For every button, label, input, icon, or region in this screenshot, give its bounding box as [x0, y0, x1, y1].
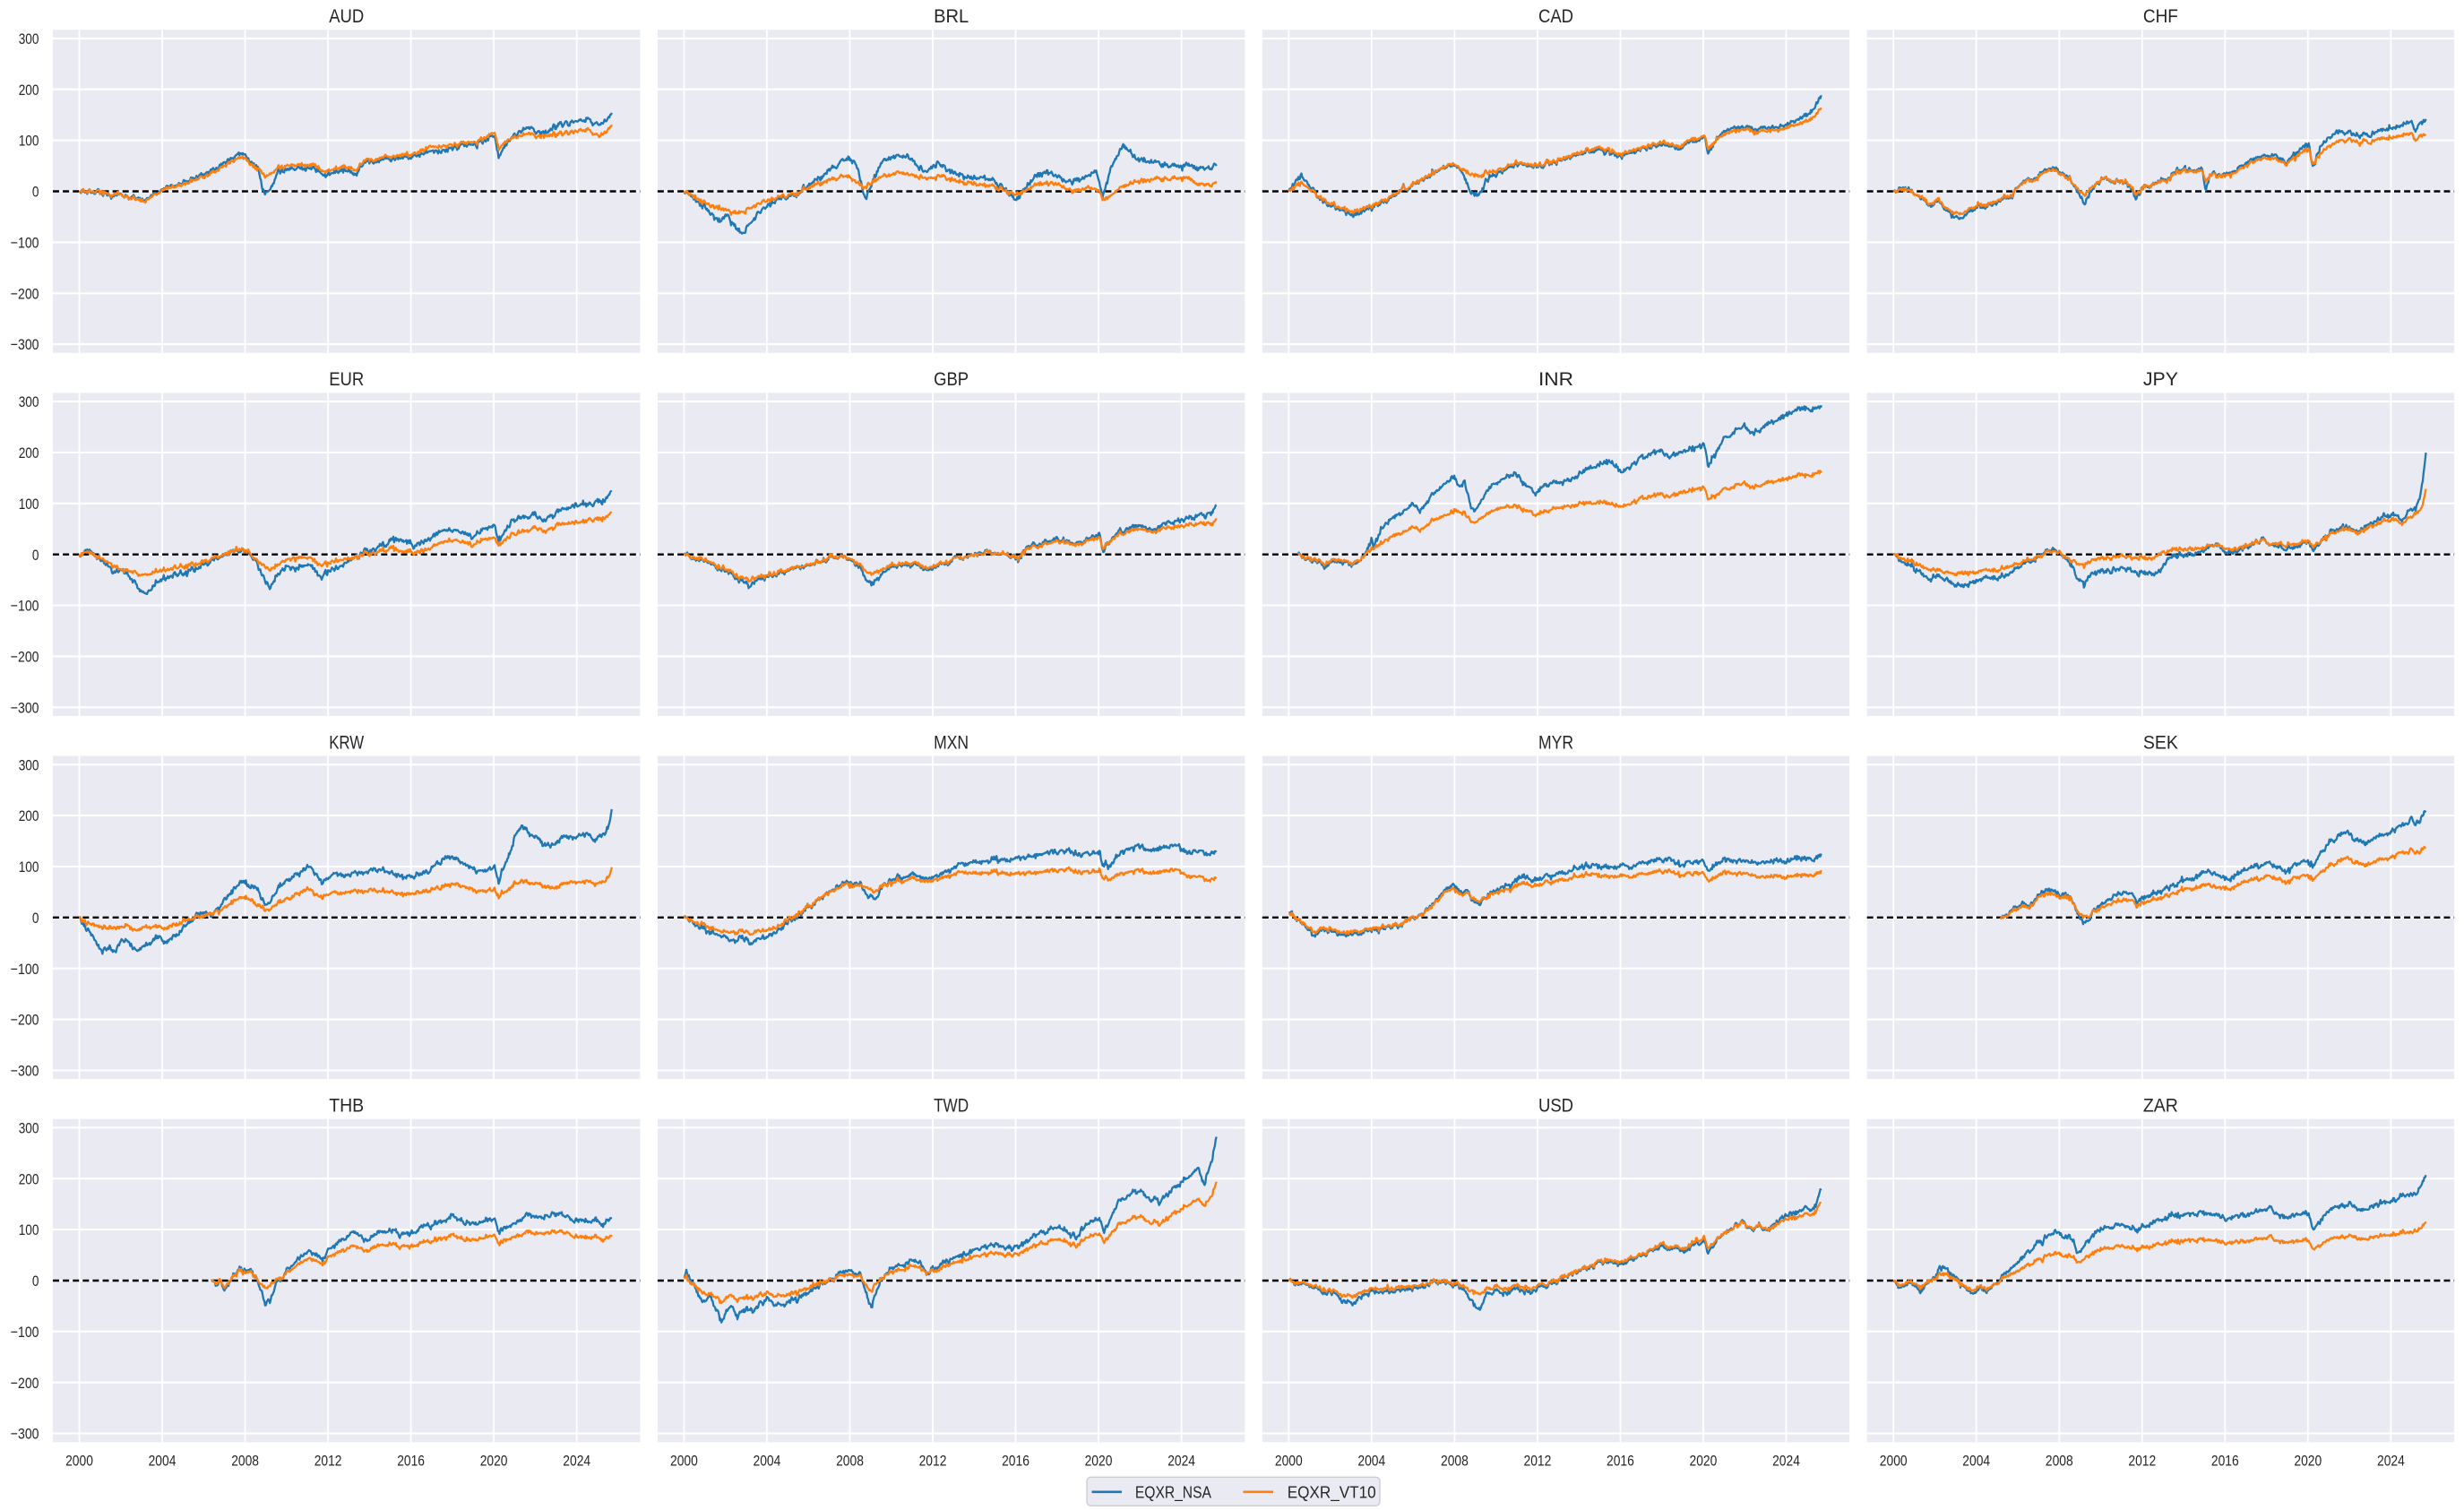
svg-text:2008: 2008	[2046, 1452, 2073, 1469]
svg-text:−300: −300	[11, 1426, 39, 1443]
svg-text:MXN: MXN	[934, 732, 969, 753]
svg-text:JPY: JPY	[2143, 369, 2178, 390]
svg-text:2016: 2016	[397, 1452, 425, 1469]
svg-text:2012: 2012	[1524, 1452, 1552, 1469]
svg-text:200: 200	[19, 82, 39, 99]
svg-text:ZAR: ZAR	[2143, 1096, 2178, 1117]
svg-text:300: 300	[19, 756, 39, 773]
svg-text:2024: 2024	[1772, 1452, 1800, 1469]
svg-text:−200: −200	[11, 285, 39, 302]
svg-text:−100: −100	[11, 235, 39, 252]
svg-text:−100: −100	[11, 961, 39, 978]
svg-text:EUR: EUR	[329, 369, 364, 390]
svg-text:0: 0	[32, 184, 39, 201]
svg-text:2020: 2020	[480, 1452, 508, 1469]
svg-text:TWD: TWD	[934, 1096, 969, 1117]
svg-text:0: 0	[32, 1273, 39, 1290]
svg-text:2024: 2024	[2377, 1452, 2405, 1469]
svg-text:2004: 2004	[754, 1452, 781, 1469]
svg-text:AUD: AUD	[329, 6, 364, 27]
svg-text:USD: USD	[1538, 1096, 1573, 1117]
svg-text:KRW: KRW	[329, 732, 364, 753]
svg-text:0: 0	[32, 547, 39, 564]
svg-text:300: 300	[19, 393, 39, 410]
svg-text:200: 200	[19, 807, 39, 824]
svg-text:EQXR_NSA: EQXR_NSA	[1135, 1483, 1212, 1503]
svg-text:CHF: CHF	[2143, 6, 2178, 27]
svg-text:−200: −200	[11, 649, 39, 666]
svg-text:200: 200	[19, 1170, 39, 1187]
svg-text:2000: 2000	[1880, 1452, 1908, 1469]
svg-text:2020: 2020	[2294, 1452, 2322, 1469]
svg-text:−200: −200	[11, 1375, 39, 1392]
svg-text:2008: 2008	[231, 1452, 259, 1469]
svg-text:100: 100	[19, 1221, 39, 1238]
svg-text:−200: −200	[11, 1012, 39, 1029]
svg-text:2000: 2000	[65, 1452, 93, 1469]
svg-text:2016: 2016	[2211, 1452, 2239, 1469]
svg-text:300: 300	[19, 1119, 39, 1136]
svg-text:BRL: BRL	[934, 6, 969, 27]
svg-text:2012: 2012	[314, 1452, 342, 1469]
svg-text:2000: 2000	[1275, 1452, 1303, 1469]
svg-text:2024: 2024	[563, 1452, 590, 1469]
svg-text:2016: 2016	[1002, 1452, 1030, 1469]
svg-text:300: 300	[19, 30, 39, 47]
svg-text:2012: 2012	[2128, 1452, 2156, 1469]
svg-text:2020: 2020	[1690, 1452, 1718, 1469]
svg-text:−100: −100	[11, 1324, 39, 1341]
svg-text:100: 100	[19, 496, 39, 513]
svg-text:2008: 2008	[1441, 1452, 1469, 1469]
svg-text:−300: −300	[11, 1063, 39, 1080]
svg-text:EQXR_VT10: EQXR_VT10	[1288, 1483, 1376, 1503]
svg-text:2024: 2024	[1167, 1452, 1195, 1469]
svg-text:INR: INR	[1538, 369, 1573, 390]
svg-text:2000: 2000	[670, 1452, 698, 1469]
svg-text:SEK: SEK	[2143, 732, 2178, 753]
svg-text:2020: 2020	[1085, 1452, 1113, 1469]
svg-text:2012: 2012	[919, 1452, 947, 1469]
svg-text:2008: 2008	[836, 1452, 864, 1469]
svg-text:THB: THB	[329, 1096, 364, 1117]
svg-text:100: 100	[19, 133, 39, 150]
svg-text:−100: −100	[11, 598, 39, 615]
svg-text:−300: −300	[11, 336, 39, 353]
svg-text:2004: 2004	[1357, 1452, 1385, 1469]
svg-text:2004: 2004	[1962, 1452, 1990, 1469]
svg-text:GBP: GBP	[934, 369, 969, 390]
svg-text:100: 100	[19, 859, 39, 876]
svg-text:0: 0	[32, 910, 39, 927]
svg-text:MYR: MYR	[1538, 732, 1573, 753]
svg-text:200: 200	[19, 444, 39, 462]
svg-text:2016: 2016	[1607, 1452, 1634, 1469]
svg-text:−300: −300	[11, 699, 39, 716]
svg-text:CAD: CAD	[1538, 6, 1573, 27]
svg-text:2004: 2004	[149, 1452, 177, 1469]
